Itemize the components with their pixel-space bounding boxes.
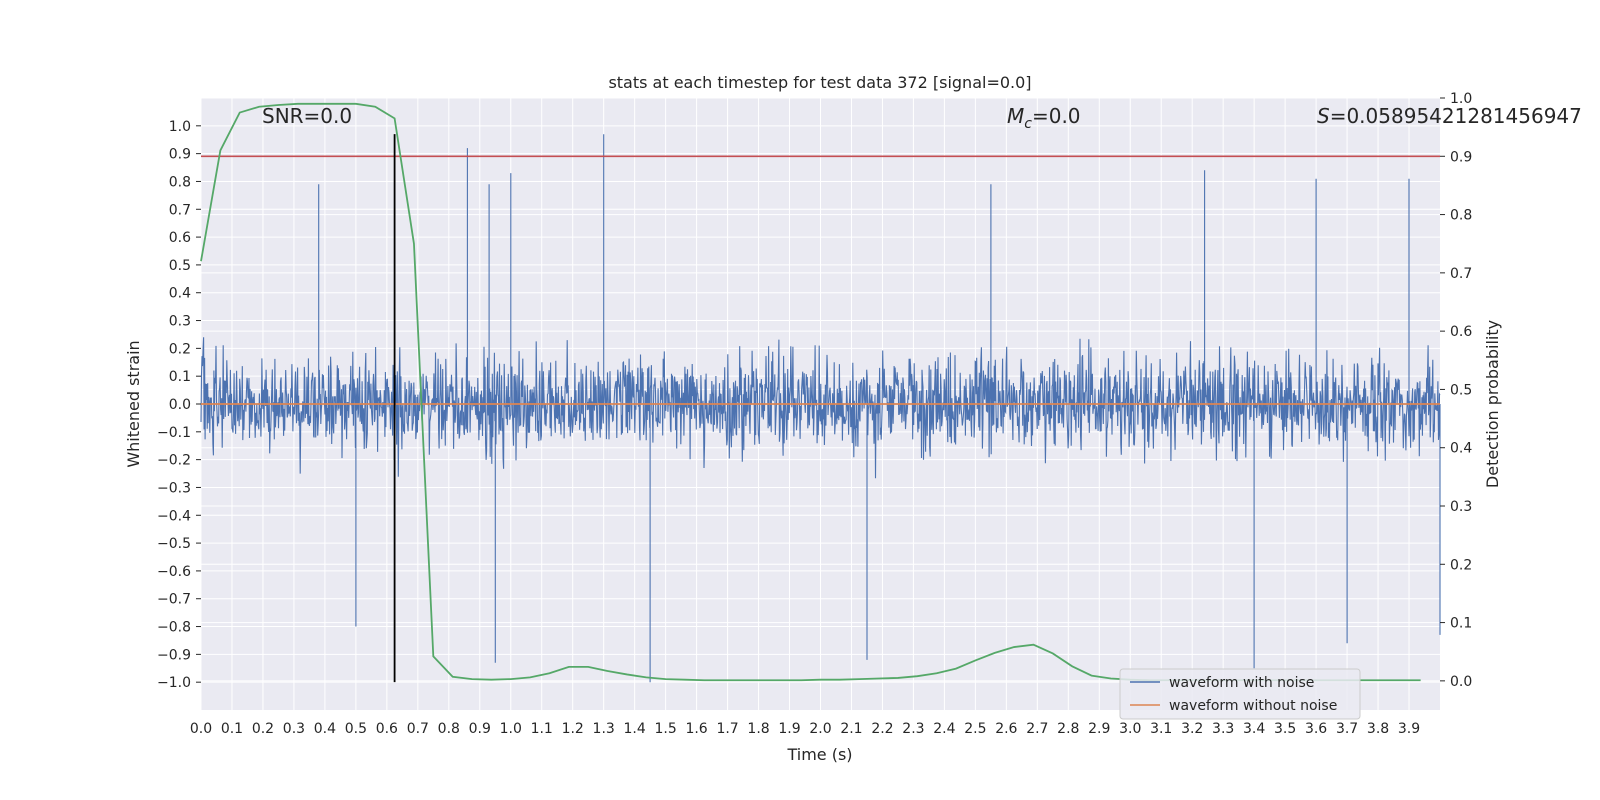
x-tick-label: 3.8 xyxy=(1367,721,1389,737)
x-tick-label: 0.5 xyxy=(345,721,367,737)
x-tick-label: 1.1 xyxy=(531,721,553,737)
mc-symbol: M xyxy=(1007,104,1024,128)
x-tick-label: 1.7 xyxy=(716,721,738,737)
x-tick-label: 0.9 xyxy=(469,721,491,737)
y-tick-label: 1.0 xyxy=(169,119,191,135)
y2-axis-label: Detection probability xyxy=(1483,320,1502,488)
x-tick-label: 1.6 xyxy=(685,721,707,737)
x-tick-label: 1.5 xyxy=(654,721,676,737)
x-tick-label: 3.2 xyxy=(1181,721,1203,737)
y2-tick-label: 0.7 xyxy=(1450,266,1472,282)
y2-tick-label: 0.9 xyxy=(1450,149,1472,165)
x-tick-label: 1.4 xyxy=(624,721,646,737)
x-axis-ticks: 0.0 0.1 0.2 0.3 0.4 0.5 0.6 0.7 0.8 0.9 1.0 1.1 1.2 1… xyxy=(190,721,1420,737)
y-tick-label: −0.2 xyxy=(157,453,191,469)
y2-tick-label: 0.4 xyxy=(1450,441,1472,457)
x-tick-label: 2.1 xyxy=(840,721,862,737)
x-tick-label: 3.1 xyxy=(1150,721,1172,737)
y-tick-label: 0.1 xyxy=(169,369,191,385)
x-tick-label: 3.7 xyxy=(1336,721,1358,737)
y-tick-label: −0.3 xyxy=(157,480,191,496)
y2-tick-label: 0.6 xyxy=(1450,324,1472,340)
series-waveform-with-noise xyxy=(200,134,1441,683)
x-tick-label: 0.2 xyxy=(252,721,274,737)
y2-tick-label: 1.0 xyxy=(1450,91,1472,107)
x-tick-label: 2.7 xyxy=(1026,721,1048,737)
x-tick-label: 0.1 xyxy=(221,721,243,737)
y-axis-ticks: 1.0 0.9 0.8 0.7 0.6 0.5 0.4 0.3 0.2 0.1 0.0 −0.1 −0.… xyxy=(157,119,201,691)
x-tick-label: 2.0 xyxy=(809,721,831,737)
s-annotation: S=0.05895421281456947 xyxy=(1317,104,1582,128)
y-tick-label: 0.6 xyxy=(169,230,191,246)
y2-tick-label: 0.8 xyxy=(1450,208,1472,224)
legend-box xyxy=(1119,668,1361,720)
chart-title: stats at each timestep for test data 372… xyxy=(608,73,1031,92)
legend-label-noise: waveform with noise xyxy=(1169,675,1314,691)
mc-value: =0.0 xyxy=(1032,104,1081,128)
x-tick-label: 3.0 xyxy=(1119,721,1141,737)
x-tick-label: 3.3 xyxy=(1212,721,1234,737)
y2-tick-label: 0.0 xyxy=(1450,674,1472,690)
y-tick-label: 0.4 xyxy=(169,286,191,302)
x-tick-label: 3.9 xyxy=(1398,721,1420,737)
x-tick-label: 2.5 xyxy=(964,721,986,737)
x-tick-label: 1.9 xyxy=(778,721,800,737)
x-tick-label: 0.3 xyxy=(283,721,305,737)
x-axis-label: Time (s) xyxy=(786,745,852,764)
y-tick-label: −0.7 xyxy=(157,592,191,608)
y-tick-label: 0.8 xyxy=(169,174,191,190)
x-tick-label: 1.8 xyxy=(747,721,769,737)
y-tick-label: 0.0 xyxy=(169,397,191,413)
y-axis-label: Whitened strain xyxy=(124,340,143,467)
x-tick-label: 2.2 xyxy=(871,721,893,737)
x-tick-label: 3.5 xyxy=(1274,721,1296,737)
y-tick-label: −0.9 xyxy=(157,647,191,663)
y-tick-label: 0.3 xyxy=(169,314,191,330)
x-tick-label: 1.3 xyxy=(593,721,615,737)
x-tick-label: 1.2 xyxy=(562,721,584,737)
mc-annotation: Mc=0.0 xyxy=(1007,104,1081,132)
y-tick-label: 0.2 xyxy=(169,341,191,357)
snr-annotation: SNR=0.0 xyxy=(262,104,352,128)
y-tick-label: 0.5 xyxy=(169,258,191,274)
x-tick-label: 0.8 xyxy=(438,721,460,737)
y2-tick-label: 0.2 xyxy=(1450,557,1472,573)
y-tick-label: 0.9 xyxy=(169,147,191,163)
s-value: =0.05895421281456947 xyxy=(1330,104,1582,128)
y2-axis-ticks: 1.0 0.9 0.8 0.7 0.6 0.5 0.4 0.3 0.2 0.1 0.0 xyxy=(1440,91,1472,690)
x-tick-label: 0.0 xyxy=(190,721,212,737)
x-tick-label: 0.6 xyxy=(376,721,398,737)
y2-tick-label: 0.1 xyxy=(1450,616,1472,632)
mc-subscript: c xyxy=(1024,116,1032,132)
y-tick-label: −1.0 xyxy=(157,675,191,691)
x-tick-label: 2.3 xyxy=(902,721,924,737)
x-tick-label: 3.6 xyxy=(1305,721,1327,737)
y2-tick-label: 0.5 xyxy=(1450,382,1472,398)
x-tick-label: 3.4 xyxy=(1243,721,1265,737)
y-tick-label: −0.6 xyxy=(157,564,191,580)
y-tick-label: −0.1 xyxy=(157,425,191,441)
legend: waveform with noise waveform without noi… xyxy=(1119,668,1361,720)
y-tick-label: 0.7 xyxy=(169,202,191,218)
x-tick-label: 2.9 xyxy=(1088,721,1110,737)
legend-label-clean: waveform without noise xyxy=(1169,698,1337,714)
x-tick-label: 0.7 xyxy=(407,721,429,737)
x-tick-label: 0.4 xyxy=(314,721,336,737)
x-tick-label: 2.4 xyxy=(933,721,955,737)
s-symbol: S xyxy=(1317,104,1330,128)
x-tick-label: 2.6 xyxy=(995,721,1017,737)
y-tick-label: −0.5 xyxy=(157,536,191,552)
x-tick-label: 2.8 xyxy=(1057,721,1079,737)
y-tick-label: −0.8 xyxy=(157,620,191,636)
x-tick-label: 1.0 xyxy=(500,721,522,737)
y-tick-label: −0.4 xyxy=(157,508,191,524)
y2-tick-label: 0.3 xyxy=(1450,499,1472,515)
